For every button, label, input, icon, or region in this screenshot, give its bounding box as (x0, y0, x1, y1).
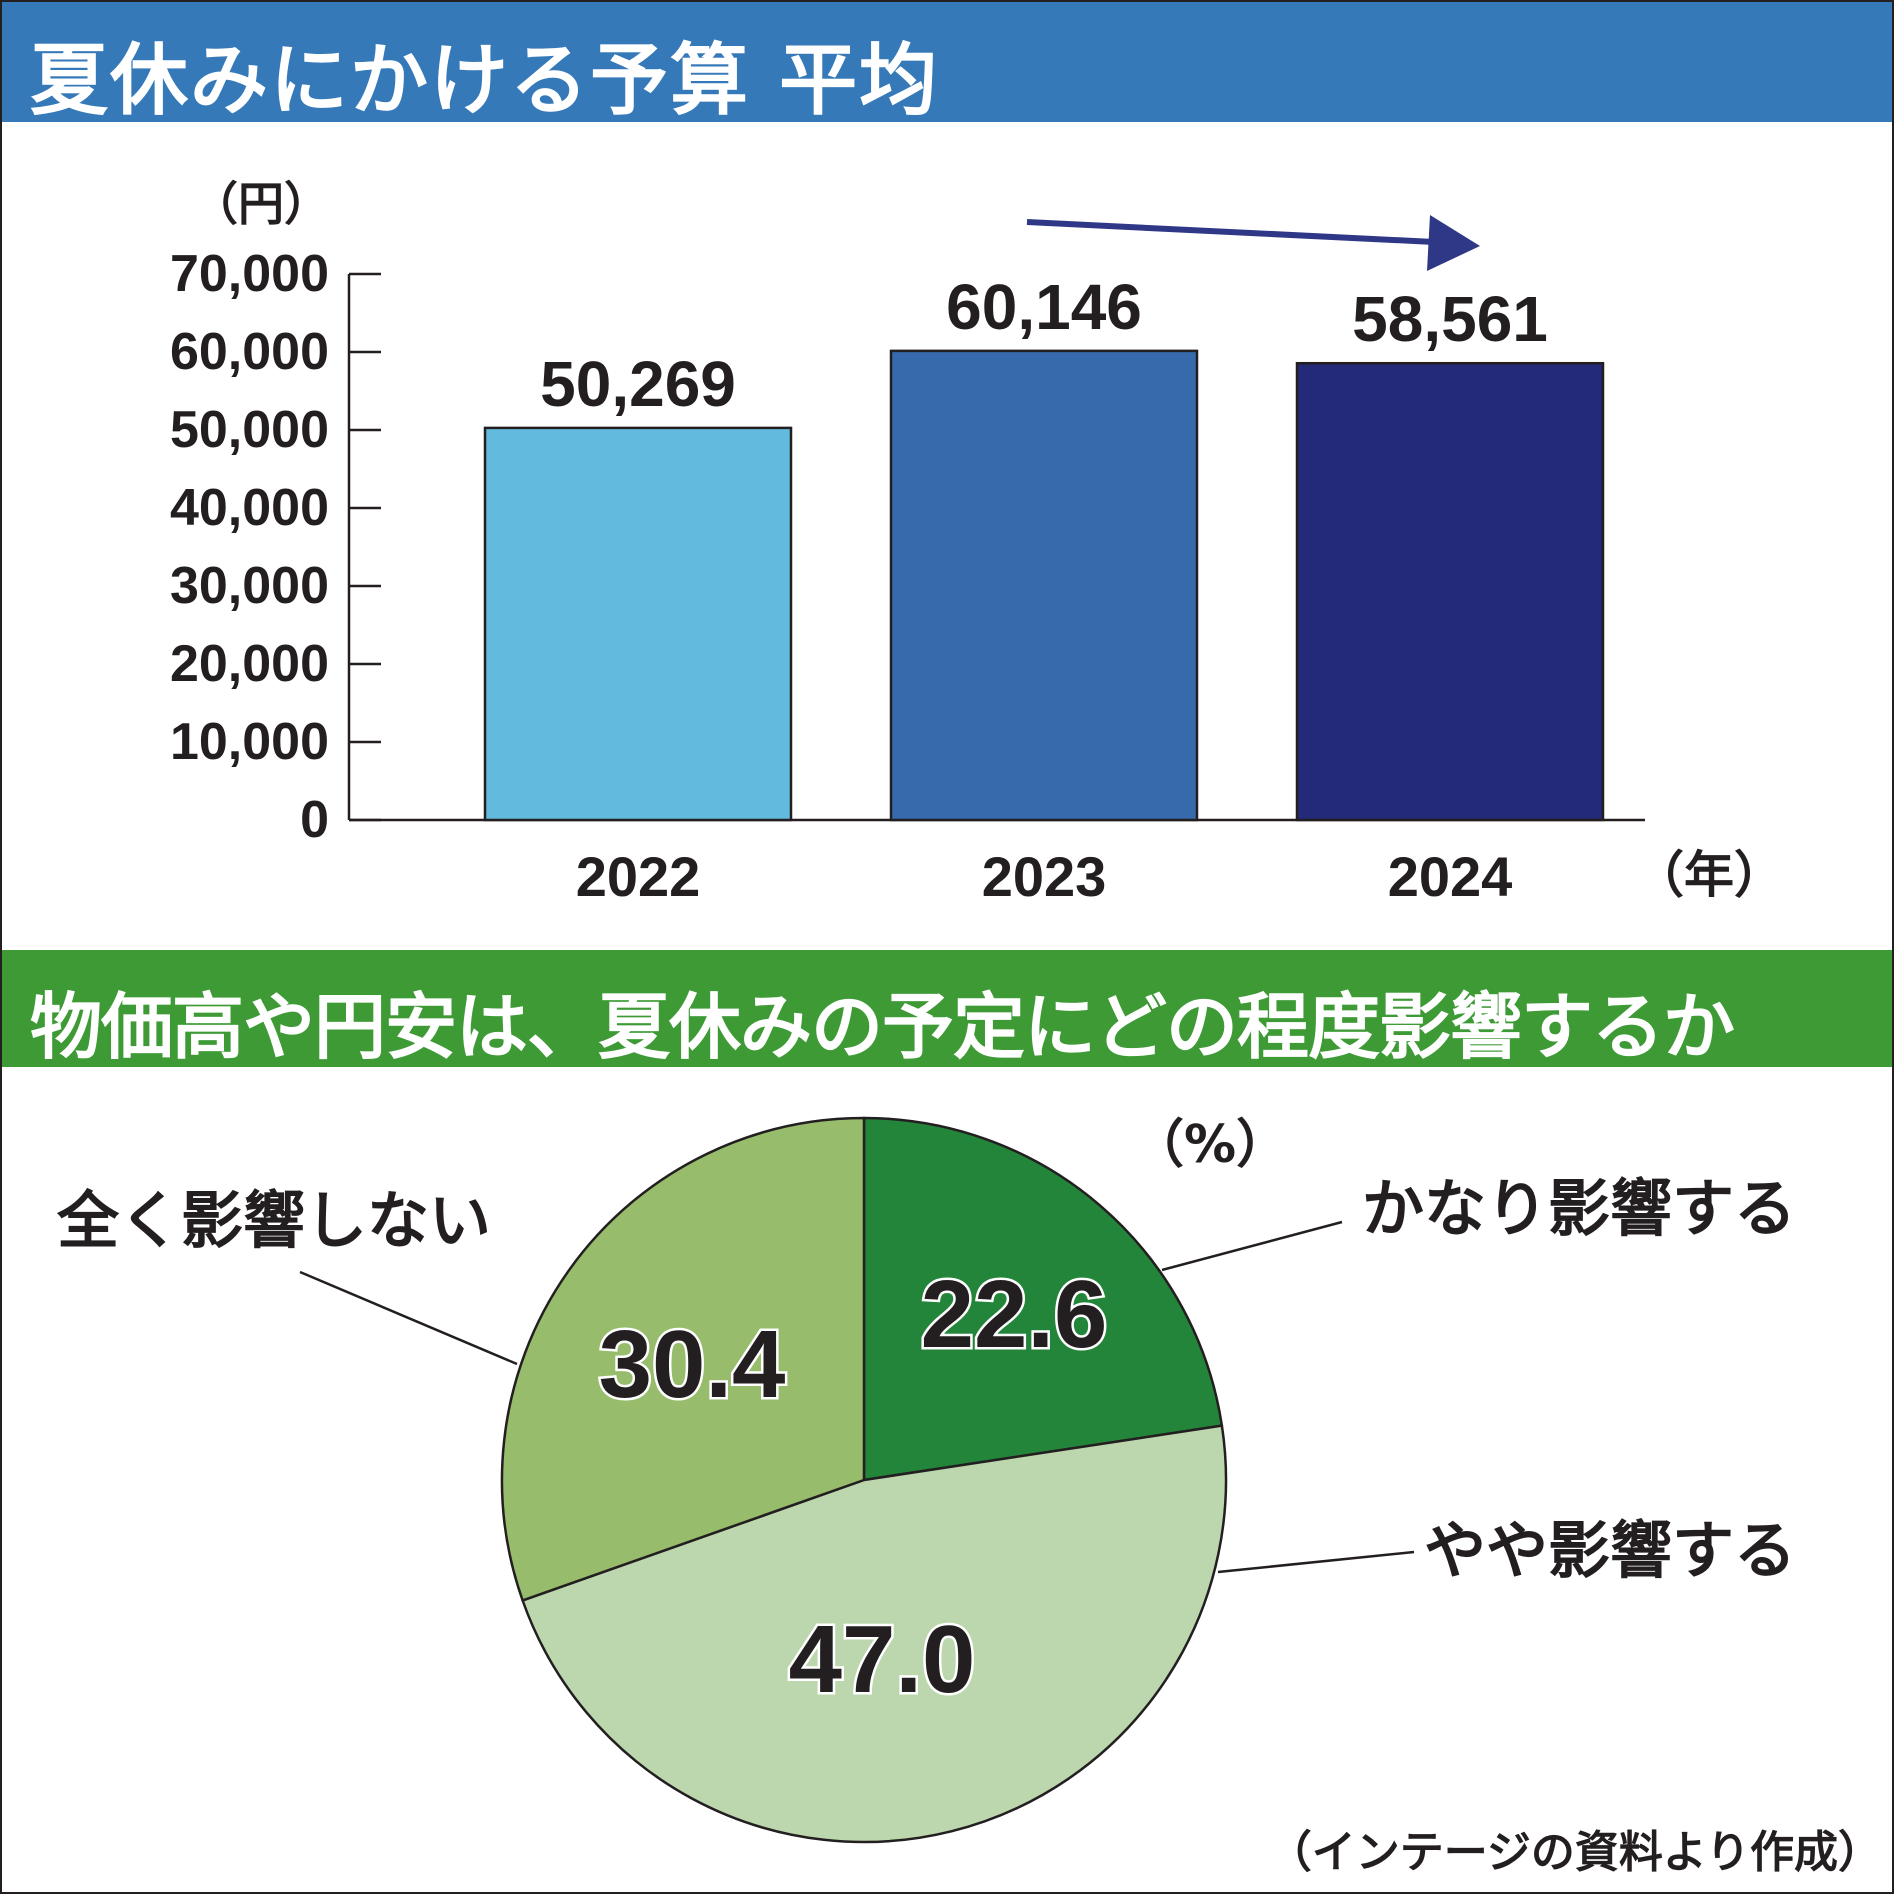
bar-chart: 0 10,000 20,000 30,000 40,000 50,000 60,000 70,… (170, 177, 1784, 908)
y-tick-label: 30,000 (170, 557, 329, 615)
trend-arrow-shaft (1026, 219, 1435, 245)
pie-slice-2 (500, 1116, 866, 1602)
pie-category-label-0: かなり影響する (1362, 1172, 1796, 1245)
bar-value-label-2023: 60,146 (946, 271, 1142, 343)
pie-value-label-0: 22.6 (921, 1261, 1108, 1368)
pie-unit-label: （%） (1132, 1115, 1288, 1175)
pie-slice-0 (862, 1116, 1224, 1482)
pie-chart-title-banner: 物価高や円安は、夏休みの予定にどの程度影響するか (2, 950, 1892, 1069)
y-tick-label: 70,000 (170, 245, 329, 303)
pie-leader-line-2 (299, 1270, 518, 1366)
bar-chart-title: 夏休みにかける予算 平均 (30, 36, 940, 126)
bar-2023 (889, 349, 1199, 822)
y-tick-label: 60,000 (170, 323, 329, 381)
pie-slice-1 (521, 1424, 1228, 1844)
y-unit-label: （円） (192, 177, 330, 231)
bar-value-label-2022: 50,269 (540, 348, 736, 420)
bar-value-label-2024: 58,561 (1352, 283, 1548, 355)
pie-leader-line-0 (1161, 1220, 1343, 1272)
x-tick-label-2023: 2023 (982, 845, 1107, 908)
pie-leader-line-1 (1217, 1550, 1415, 1574)
pie-value-label-2: 30.4 (599, 1311, 786, 1418)
pie-category-label-2: 全く影響しない (56, 1184, 491, 1257)
x-unit-label: （年） (1634, 846, 1784, 904)
pie-value-label-1: 47.0 (789, 1606, 976, 1713)
x-tick-label-2024: 2024 (1388, 845, 1513, 908)
y-tick-label: 40,000 (170, 479, 329, 537)
x-tick-label-2022: 2022 (576, 845, 701, 908)
y-tick-label: 20,000 (170, 635, 329, 693)
pie-category-label-1: やや影響する (1424, 1514, 1796, 1587)
bar-2022 (483, 426, 793, 822)
source-note: （インテージの資料より作成） (1267, 1827, 1882, 1878)
pie-chart-title: 物価高や円安は、夏休みの予定にどの程度影響するか (30, 985, 1735, 1069)
bar-2024 (1295, 361, 1605, 822)
y-tick-label: 0 (300, 791, 329, 849)
y-tick-label: 10,000 (170, 713, 329, 771)
bar-chart-title-banner: 夏休みにかける予算 平均 (2, 2, 1892, 126)
y-tick-label: 50,000 (170, 401, 329, 459)
trend-arrow-head (1427, 215, 1480, 271)
